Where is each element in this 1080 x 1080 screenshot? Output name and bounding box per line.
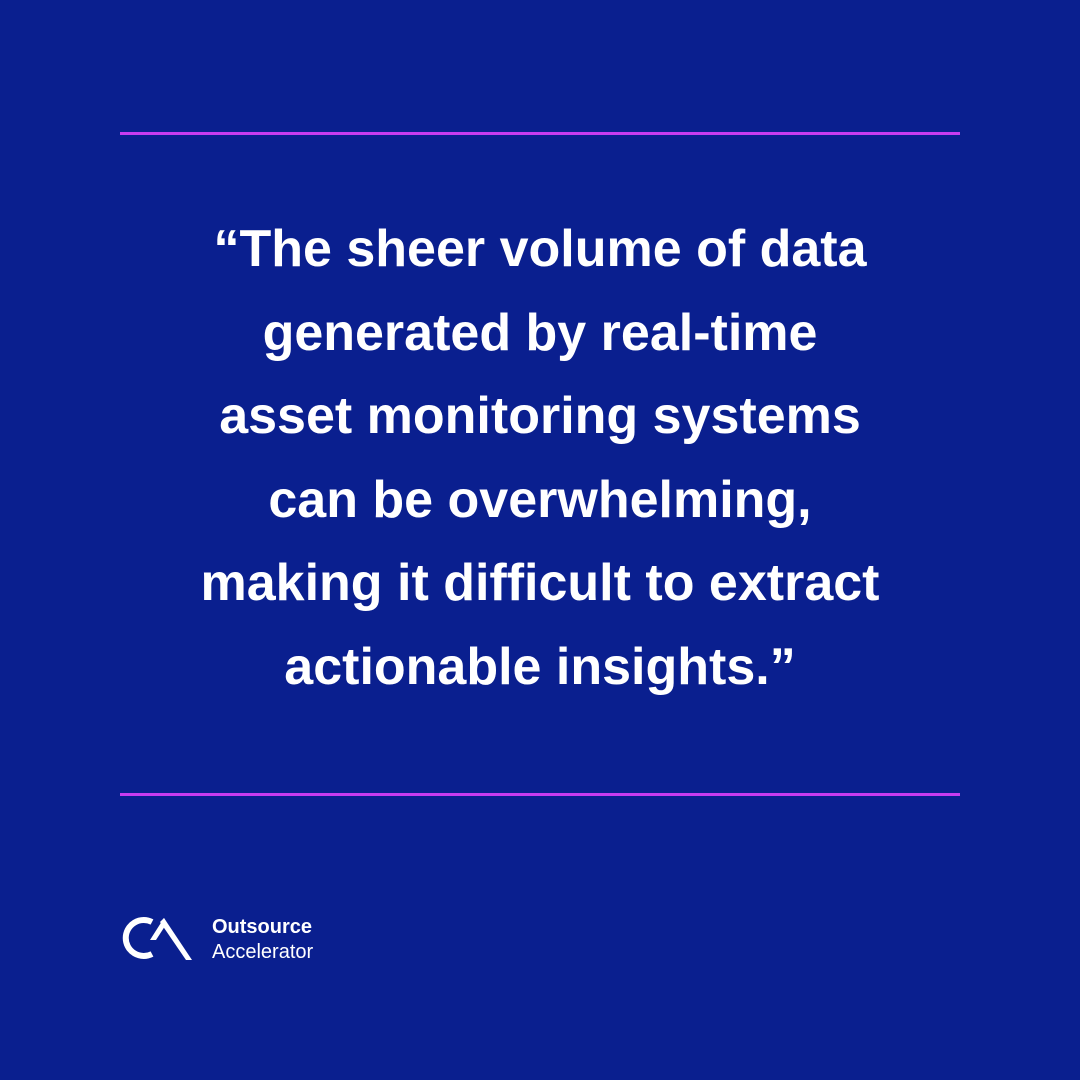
quote-line: “The sheer volume of data (213, 220, 867, 278)
quote-line: making it difficult to extract (200, 554, 880, 612)
logo-line2: Accelerator (212, 941, 314, 963)
quote: “The sheer volume of data generated by re… (0, 208, 1080, 709)
logo-line1: Outsource (212, 916, 313, 938)
logo-icon (122, 917, 192, 960)
quote-line: asset monitoring systems (219, 387, 861, 445)
logo: Outsource Accelerator (118, 910, 358, 966)
bottom-rule (120, 793, 960, 796)
quote-line: can be overwhelming, (268, 470, 812, 529)
quote-line: actionable insights.” (284, 637, 796, 696)
top-rule (120, 132, 960, 135)
quote-line: generated by real-time (262, 303, 818, 362)
